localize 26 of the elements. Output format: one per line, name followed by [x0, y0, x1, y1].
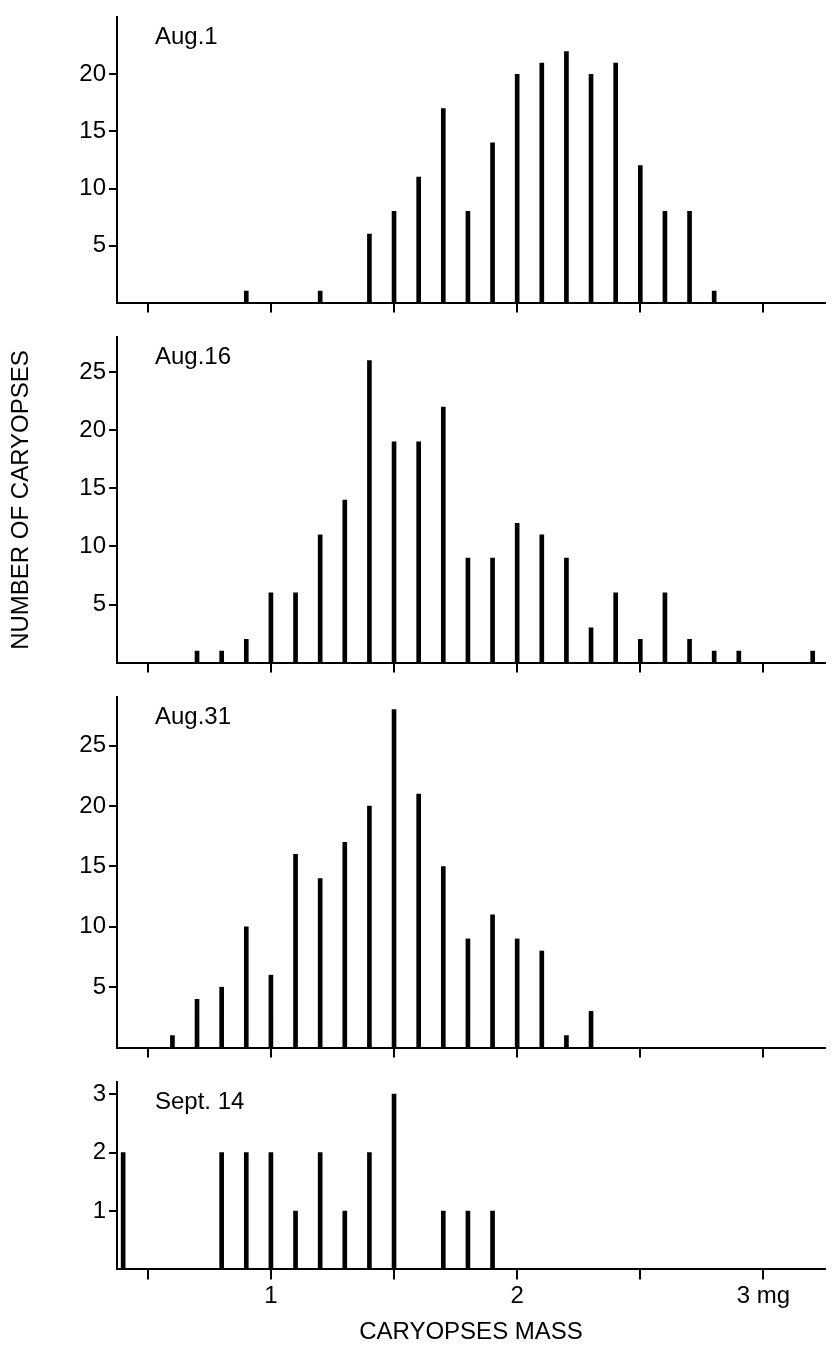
y-tick-label: 2 — [92, 1137, 106, 1165]
y-tick-label: 5 — [92, 230, 106, 258]
chart-title: Aug.31 — [155, 702, 232, 730]
y-tick-label: 20 — [79, 790, 106, 818]
x-tick-label: 1 — [264, 1281, 278, 1309]
y-axis-title: NUMBER OF CARYOPSES — [6, 350, 34, 650]
x-tick-label: 3 mg — [736, 1281, 791, 1309]
y-tick-label: 15 — [79, 473, 106, 501]
y-tick-label: 10 — [79, 173, 106, 201]
y-tick-label: 1 — [92, 1195, 106, 1223]
chart-title: Sept. 14 — [155, 1087, 245, 1115]
chart-title: Aug.16 — [155, 342, 232, 370]
y-tick-label: 5 — [92, 971, 106, 999]
y-tick-label: 15 — [79, 116, 106, 144]
y-tick-label: 3 — [92, 1078, 106, 1106]
x-axis-title: CARYOPSES MASS — [359, 1317, 583, 1345]
y-tick-label: 20 — [79, 59, 106, 87]
y-tick-label: 5 — [92, 589, 106, 617]
x-tick-label: 2 — [510, 1281, 524, 1309]
y-tick-label: 25 — [79, 356, 106, 384]
chart-title: Aug.1 — [155, 22, 218, 50]
y-tick-label: 20 — [79, 414, 106, 442]
y-tick-label: 15 — [79, 851, 106, 879]
y-tick-label: 10 — [79, 911, 106, 939]
y-tick-label: 10 — [79, 531, 106, 559]
y-tick-label: 25 — [79, 730, 106, 758]
